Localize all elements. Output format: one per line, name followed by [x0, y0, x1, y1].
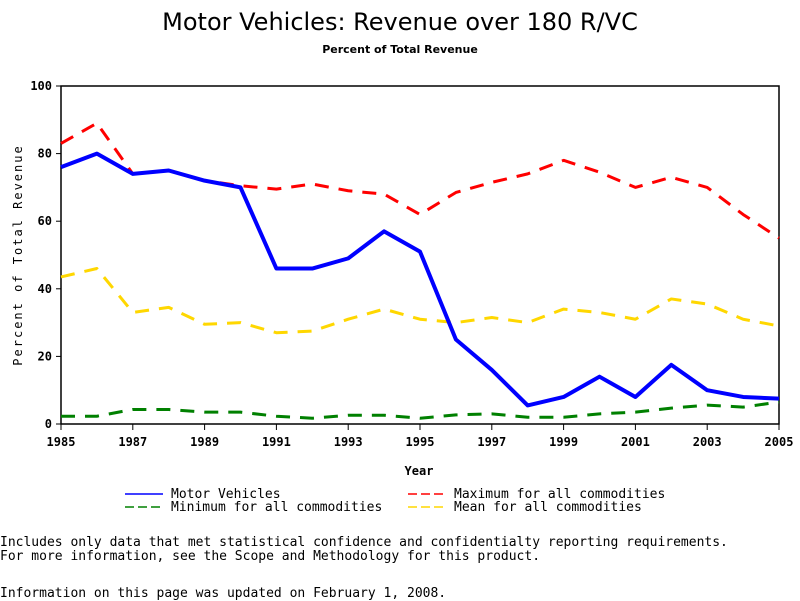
x-tick-label: 1995	[406, 435, 435, 449]
y-tick-label: 0	[45, 417, 52, 431]
x-tick-label: 2005	[765, 435, 794, 449]
y-axis: 0 20 40 60 80 100	[30, 79, 61, 431]
legend-label: Minimum for all commodities	[171, 500, 382, 515]
x-tick-label: 1989	[190, 435, 219, 449]
y-tick-label: 40	[38, 282, 52, 296]
x-axis-title: Year	[405, 464, 434, 478]
x-tick-label: 1991	[262, 435, 291, 449]
y-axis-title: Percent of Total Revenue	[11, 144, 25, 365]
series-line-minimum-for-all-commodities	[61, 402, 779, 418]
x-tick-label: 1997	[477, 435, 506, 449]
chart-subtitle: Percent of Total Revenue	[322, 43, 478, 56]
chart-title: Motor Vehicles: Revenue over 180 R/VC	[162, 8, 638, 36]
x-tick-label: 2003	[693, 435, 722, 449]
legend-label: Mean for all commodities	[454, 500, 642, 515]
series-lines	[61, 123, 779, 418]
series-line-motor-vehicles	[61, 154, 779, 406]
y-tick-label: 100	[30, 79, 52, 93]
x-tick-label: 1985	[47, 435, 76, 449]
series-line-maximum-for-all-commodities	[61, 123, 779, 238]
x-tick-label: 1999	[549, 435, 578, 449]
x-tick-label: 2001	[621, 435, 650, 449]
x-tick-label: 1987	[118, 435, 147, 449]
x-axis: 1985 1987 1989 1991 1993 1995 1997 1999 2001 2003…	[47, 424, 794, 449]
footnote-updated: Information on this page was updated on …	[0, 587, 446, 601]
y-tick-label: 60	[38, 214, 52, 228]
y-tick-label: 20	[38, 349, 52, 363]
footnote-requirements: Includes only data that met statistical …	[0, 536, 728, 550]
footnote-methodology: For more information, see the Scope and …	[0, 550, 540, 564]
x-tick-label: 1993	[334, 435, 363, 449]
y-tick-label: 80	[38, 147, 52, 161]
series-line-mean-for-all-commodities	[61, 269, 779, 333]
